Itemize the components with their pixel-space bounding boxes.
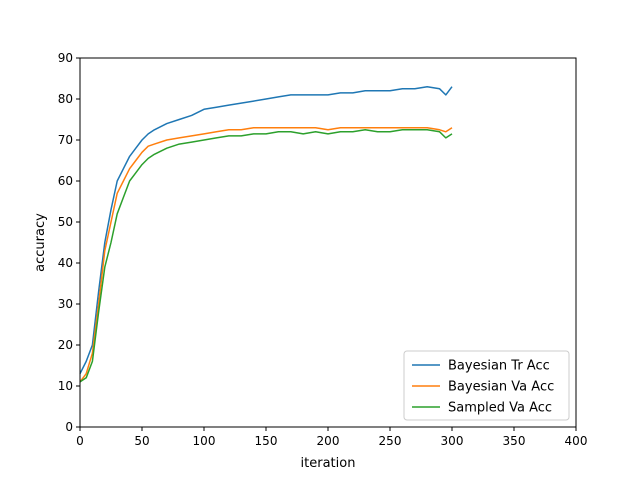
y-tick-label: 0 [65,420,73,434]
x-tick-label: 150 [255,434,278,448]
y-tick-label: 60 [58,174,73,188]
x-tick-label: 250 [379,434,402,448]
x-tick-label: 300 [441,434,464,448]
series-line-1 [79,126,453,383]
y-tick-label: 40 [58,256,73,270]
x-tick-label: 350 [503,434,526,448]
y-axis: 0 10 20 30 40 50 60 70 80 90 [58,51,80,434]
y-tick-label: 20 [58,338,73,352]
y-tick-label: 90 [58,51,73,65]
y-tick-label: 80 [58,92,73,106]
x-tick-label: 200 [317,434,340,448]
series-line-2 [79,129,453,383]
x-tick-label: 100 [193,434,216,448]
legend: Bayesian Tr Acc Bayesian Va Acc Sampled Va… [403,350,570,421]
y-axis-label: accuracy [33,213,48,272]
legend-label-0: Bayesian Tr Acc [448,359,550,374]
y-tick-label: 10 [58,379,73,393]
x-tick-label: 400 [565,434,588,448]
x-tick-label: 50 [134,434,149,448]
legend-label-2: Sampled Va Acc [448,401,552,416]
legend-box [403,350,570,421]
legend-label-1: Bayesian Va Acc [448,380,554,395]
y-tick-label: 30 [58,297,73,311]
x-axis-label: iteration [301,456,356,471]
plot-lines [79,85,453,383]
x-tick-label: 0 [76,434,84,448]
x-axis: 0 50 100 150 200 250 300 350 400 [76,427,587,448]
series-line-0 [79,85,453,375]
y-tick-label: 50 [58,215,73,229]
y-tick-label: 70 [58,133,73,147]
